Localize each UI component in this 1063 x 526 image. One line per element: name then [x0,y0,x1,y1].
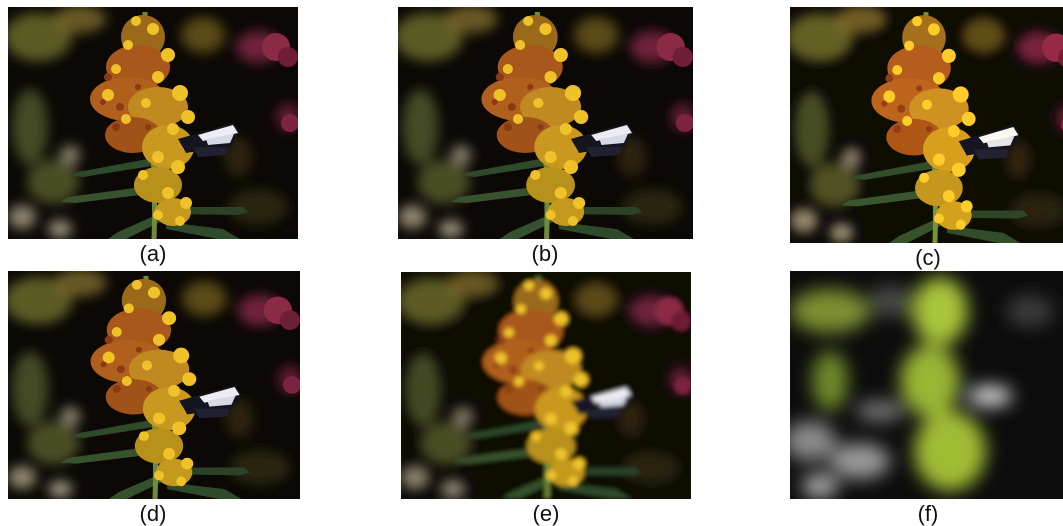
photo-f [790,271,1063,499]
photo-c [790,7,1063,243]
photo-e [401,272,691,499]
panel-b [398,7,693,239]
panel-e [401,272,691,499]
panel-a [8,7,298,239]
caption-b: (b) [531,241,559,266]
caption-e: (e) [532,501,560,526]
photo-a [8,7,298,239]
panel-c [790,7,1063,243]
caption-c: (c) [915,245,941,270]
photo-b [398,7,693,239]
photo-d [8,271,300,499]
panel-f [790,271,1063,499]
caption-a: (a) [139,241,167,266]
caption-f: (f) [917,501,939,526]
panel-d [8,271,300,499]
caption-d: (d) [139,501,167,526]
